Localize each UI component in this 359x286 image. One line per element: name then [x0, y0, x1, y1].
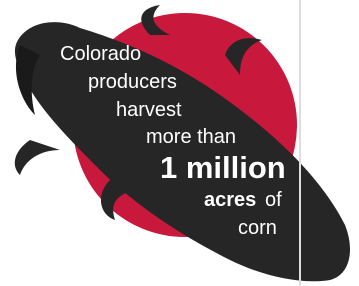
text-line: acres [204, 189, 256, 211]
page: Colorado producers harvest more than 1 m… [0, 0, 359, 286]
text-line: corn [238, 217, 277, 239]
infographic: Colorado producers harvest more than 1 m… [0, 0, 359, 286]
text-line: of [265, 189, 282, 211]
text-line: producers [88, 71, 177, 93]
text-line: more than [146, 126, 236, 148]
text-line: harvest [116, 99, 182, 121]
text-highlight: 1 million [160, 150, 286, 185]
text-line: Colorado [60, 43, 141, 65]
